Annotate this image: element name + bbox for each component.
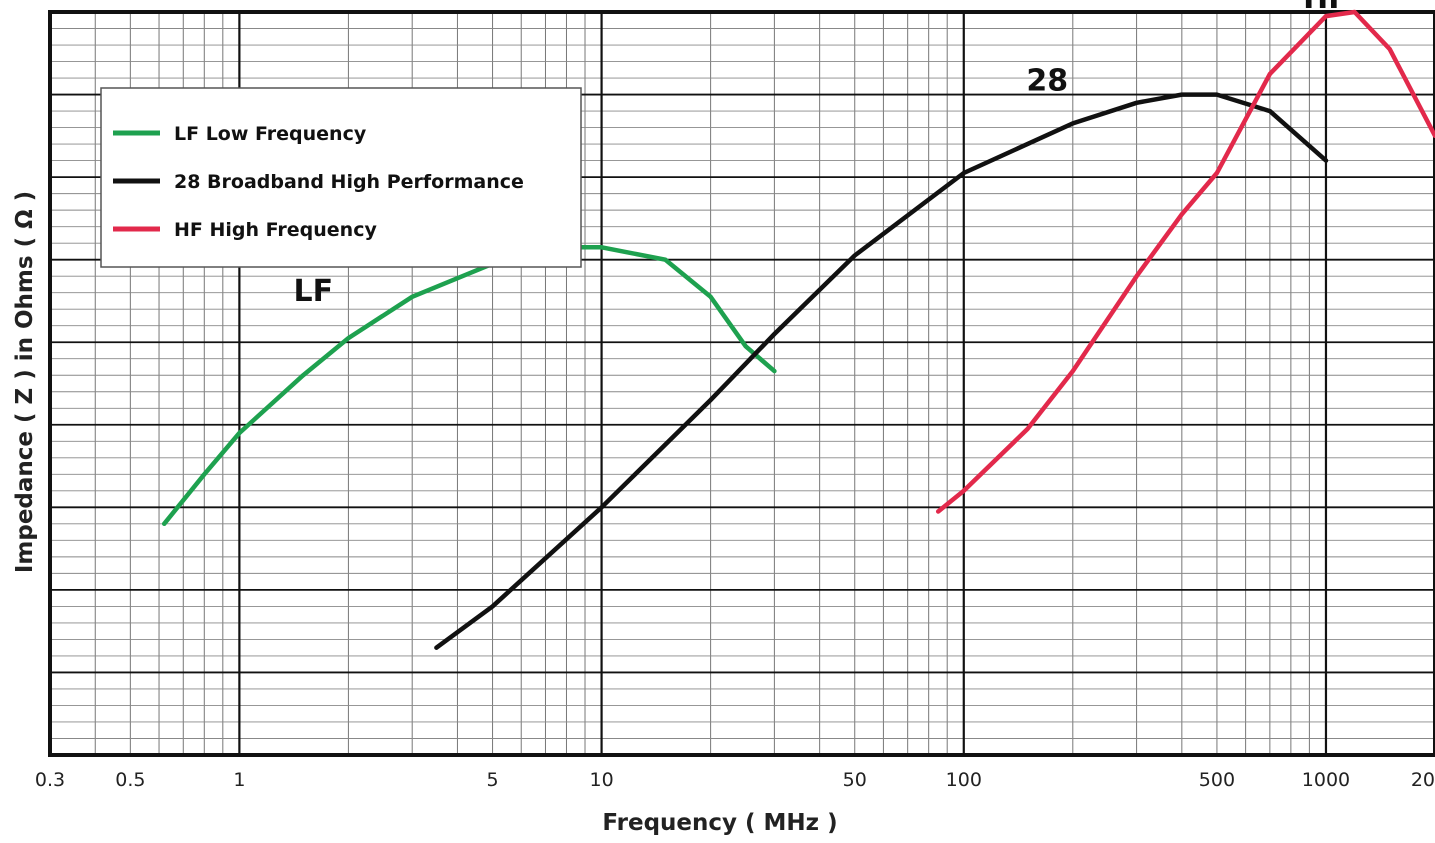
legend-item-hf: HF High Frequency xyxy=(113,219,377,241)
x-tick-label: 0.5 xyxy=(115,769,145,791)
x-tick-label: 500 xyxy=(1199,769,1235,791)
legend: LF Low Frequency 28 Broadband High Perfo… xyxy=(100,87,582,268)
x-axis-title: Frequency ( MHz ) xyxy=(602,810,837,836)
legend-item-lf: LF Low Frequency xyxy=(113,123,367,145)
series-line-lf xyxy=(161,245,777,527)
legend-label-lf: LF Low Frequency xyxy=(174,123,367,145)
x-tick-label: 2000 xyxy=(1411,769,1435,791)
plot-frame xyxy=(48,10,1435,757)
x-tick-label: 10 xyxy=(589,769,613,791)
legend-box xyxy=(100,87,582,268)
legend-label-28: 28 Broadband High Performance xyxy=(174,171,524,193)
x-tick-label: 50 xyxy=(843,769,867,791)
series-label-hf: HF xyxy=(1303,0,1349,16)
y-axis-title: Impedance ( Z ) in Ohms ( Ω ) xyxy=(12,191,38,573)
x-tick-label: 1 xyxy=(233,769,245,791)
x-tick-label: 5 xyxy=(487,769,499,791)
x-tick-label: 1000 xyxy=(1302,769,1350,791)
series-labels: LF 28 HF xyxy=(294,0,1349,309)
legend-item-28: 28 Broadband High Performance xyxy=(113,171,524,193)
series-line-hf xyxy=(935,9,1435,514)
series-line-28 xyxy=(434,92,1329,650)
legend-label-hf: HF High Frequency xyxy=(174,219,377,241)
series-label-lf: LF xyxy=(294,274,334,309)
x-tick-label: 0.3 xyxy=(35,769,65,791)
series-label-28: 28 xyxy=(1026,63,1068,98)
x-tick-labels: 0.3 0.5 1 5 10 50 100 500 1000 2000 xyxy=(35,769,1435,791)
x-tick-label: 100 xyxy=(946,769,982,791)
